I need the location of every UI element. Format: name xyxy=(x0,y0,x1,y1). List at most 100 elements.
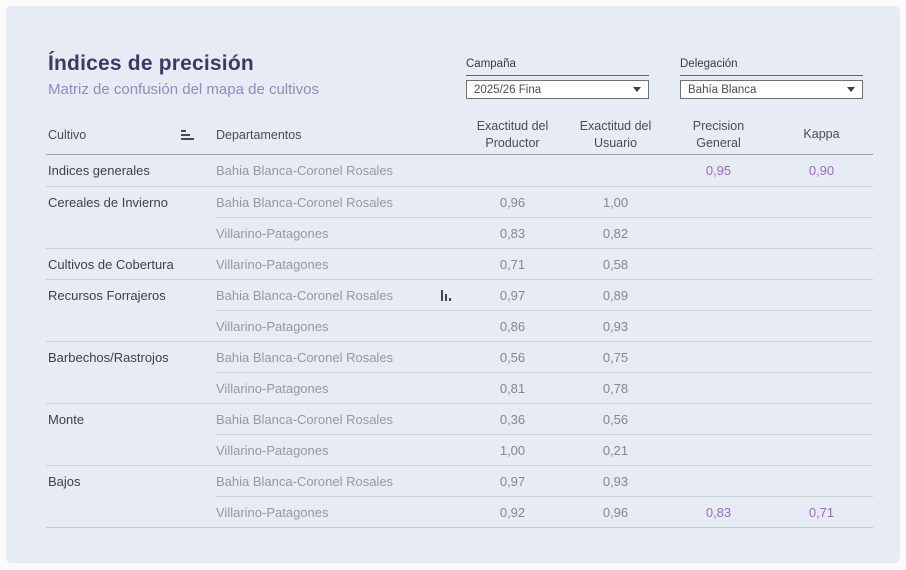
cultivo-cell[interactable] xyxy=(46,496,216,527)
kappa-value[interactable] xyxy=(770,279,873,310)
cultivo-cell[interactable]: Indices generales xyxy=(48,163,150,178)
precision-general-value[interactable] xyxy=(667,310,770,341)
cultivo-cell[interactable] xyxy=(46,217,216,248)
column-header-exactitud-productor[interactable]: Exactitud del Productor xyxy=(476,119,549,150)
exactitud-productor-value[interactable]: 0,81 xyxy=(461,372,564,403)
precision-general-value[interactable] xyxy=(667,403,770,434)
column-header-cultivo[interactable]: Cultivo xyxy=(46,128,216,142)
cultivo-cell[interactable]: Cereales de Invierno xyxy=(46,186,216,217)
exactitud-productor-value[interactable] xyxy=(461,155,564,186)
exactitud-usuario-value[interactable]: 0,58 xyxy=(564,248,667,279)
filter-campana-label: Campaña xyxy=(466,58,516,70)
kappa-value[interactable] xyxy=(770,217,873,248)
chevron-down-icon xyxy=(847,87,855,92)
table-row: Cereales de Invierno Bahia Blanca-Corone… xyxy=(46,186,873,217)
column-header-departamentos[interactable]: Departamentos xyxy=(216,127,302,142)
kappa-value[interactable]: 0,90 xyxy=(808,163,835,178)
exactitud-usuario-value[interactable] xyxy=(564,155,667,186)
exactitud-usuario-value[interactable]: 0,82 xyxy=(564,217,667,248)
exactitud-usuario-value[interactable]: 0,89 xyxy=(564,279,667,310)
precision-general-value[interactable] xyxy=(667,248,770,279)
departamento-cell[interactable]: Villarino-Patagones xyxy=(216,434,461,465)
kappa-value[interactable] xyxy=(770,372,873,403)
table-header-row: Cultivo Departamentos Exactitud del Prod… xyxy=(46,115,873,155)
cultivo-cell[interactable] xyxy=(46,372,216,403)
column-header-precision-general[interactable]: Precision General xyxy=(692,119,745,150)
cultivo-cell[interactable]: Barbechos/Rastrojos xyxy=(46,341,216,372)
exactitud-usuario-value[interactable]: 0,21 xyxy=(564,434,667,465)
precision-general-value[interactable] xyxy=(667,186,770,217)
precision-table: Cultivo Departamentos Exactitud del Prod… xyxy=(46,115,873,528)
filter-campana-value: 2025/26 Fina xyxy=(474,83,542,96)
filter-delegacion-label: Delegación xyxy=(680,58,738,70)
filter-delegacion: Delegación Bahía Blanca xyxy=(680,54,863,99)
precision-general-value[interactable] xyxy=(667,341,770,372)
precision-general-value[interactable] xyxy=(667,217,770,248)
table-row: Villarino-Patagones 0,86 0,93 xyxy=(46,310,873,341)
departamento-cell[interactable]: Bahia Blanca-Coronel Rosales xyxy=(216,186,461,217)
precision-general-value[interactable] xyxy=(667,372,770,403)
exactitud-usuario-value[interactable]: 0,96 xyxy=(564,496,667,527)
exactitud-usuario-value[interactable]: 0,56 xyxy=(564,403,667,434)
exactitud-productor-value[interactable]: 1,00 xyxy=(461,434,564,465)
precision-general-value[interactable] xyxy=(667,279,770,310)
cultivo-cell[interactable]: Bajos xyxy=(46,465,216,496)
departamento-cell[interactable]: Bahia Blanca-Coronel Rosales xyxy=(216,465,461,496)
exactitud-productor-value[interactable]: 0,92 xyxy=(461,496,564,527)
departamento-cell[interactable]: Villarino-Patagones xyxy=(216,310,461,341)
cultivo-cell[interactable]: Recursos Forrajeros xyxy=(46,279,216,310)
filter-delegacion-value: Bahía Blanca xyxy=(688,83,757,96)
bar-chart-icon[interactable] xyxy=(441,289,451,301)
departamento-cell[interactable]: Bahia Blanca-Coronel Rosales xyxy=(216,279,461,310)
exactitud-productor-value[interactable]: 0,96 xyxy=(461,186,564,217)
table-row: Recursos Forrajeros Bahia Blanca-Coronel… xyxy=(46,279,873,310)
filter-campana-select[interactable]: 2025/26 Fina xyxy=(466,80,649,99)
page-title: Índices de precisión xyxy=(48,52,254,75)
kappa-value[interactable] xyxy=(770,341,873,372)
precision-general-value[interactable]: 0,83 xyxy=(667,496,770,527)
exactitud-productor-value[interactable]: 0,83 xyxy=(461,217,564,248)
departamento-cell[interactable]: Villarino-Patagones xyxy=(216,496,461,527)
precision-general-value[interactable] xyxy=(667,465,770,496)
table-row: Barbechos/Rastrojos Bahia Blanca-Coronel… xyxy=(46,341,873,372)
exactitud-productor-value[interactable]: 0,36 xyxy=(461,403,564,434)
kappa-value[interactable] xyxy=(770,248,873,279)
exactitud-productor-value[interactable]: 0,71 xyxy=(461,248,564,279)
kappa-value[interactable] xyxy=(770,186,873,217)
table-row: Villarino-Patagones 0,92 0,96 0,83 0,71 xyxy=(46,496,873,527)
precision-general-value[interactable]: 0,95 xyxy=(705,163,732,178)
filter-delegacion-select[interactable]: Bahía Blanca xyxy=(680,80,863,99)
cultivo-cell[interactable]: Monte xyxy=(46,403,216,434)
table-row: Villarino-Patagones 1,00 0,21 xyxy=(46,434,873,465)
kappa-value[interactable] xyxy=(770,403,873,434)
column-header-kappa[interactable]: Kappa xyxy=(803,127,840,142)
cultivo-cell[interactable] xyxy=(46,310,216,341)
kappa-value[interactable] xyxy=(770,310,873,341)
exactitud-usuario-value[interactable]: 0,93 xyxy=(564,465,667,496)
exactitud-usuario-value[interactable]: 0,93 xyxy=(564,310,667,341)
exactitud-productor-value[interactable]: 0,97 xyxy=(461,279,564,310)
precision-general-value[interactable] xyxy=(667,434,770,465)
departamento-cell[interactable]: Bahia Blanca-Coronel Rosales xyxy=(216,403,461,434)
departamento-cell[interactable]: Villarino-Patagones xyxy=(216,372,461,403)
cultivo-cell[interactable] xyxy=(46,434,216,465)
departamento-cell[interactable]: Villarino-Patagones xyxy=(216,217,461,248)
kappa-value[interactable]: 0,71 xyxy=(770,496,873,527)
exactitud-productor-value[interactable]: 0,86 xyxy=(461,310,564,341)
exactitud-usuario-value[interactable]: 0,75 xyxy=(564,341,667,372)
kappa-value[interactable] xyxy=(770,434,873,465)
table-row: Villarino-Patagones 0,81 0,78 xyxy=(46,372,873,403)
title-block: Índices de precisión Matriz de confusión… xyxy=(48,52,319,98)
exactitud-productor-value[interactable]: 0,56 xyxy=(461,341,564,372)
kappa-value[interactable] xyxy=(770,465,873,496)
departamento-cell[interactable]: Villarino-Patagones xyxy=(216,248,461,279)
sort-bars-icon[interactable] xyxy=(181,129,194,140)
exactitud-usuario-value[interactable]: 0,78 xyxy=(564,372,667,403)
column-header-exactitud-usuario[interactable]: Exactitud del Usuario xyxy=(579,119,652,150)
exactitud-productor-value[interactable]: 0,97 xyxy=(461,465,564,496)
departamento-cell[interactable]: Bahia Blanca-Coronel Rosales xyxy=(216,163,394,178)
table-row: Monte Bahia Blanca-Coronel Rosales 0,36 … xyxy=(46,403,873,434)
cultivo-cell[interactable]: Cultivos de Cobertura xyxy=(46,248,216,279)
exactitud-usuario-value[interactable]: 1,00 xyxy=(564,186,667,217)
departamento-cell[interactable]: Bahia Blanca-Coronel Rosales xyxy=(216,341,461,372)
